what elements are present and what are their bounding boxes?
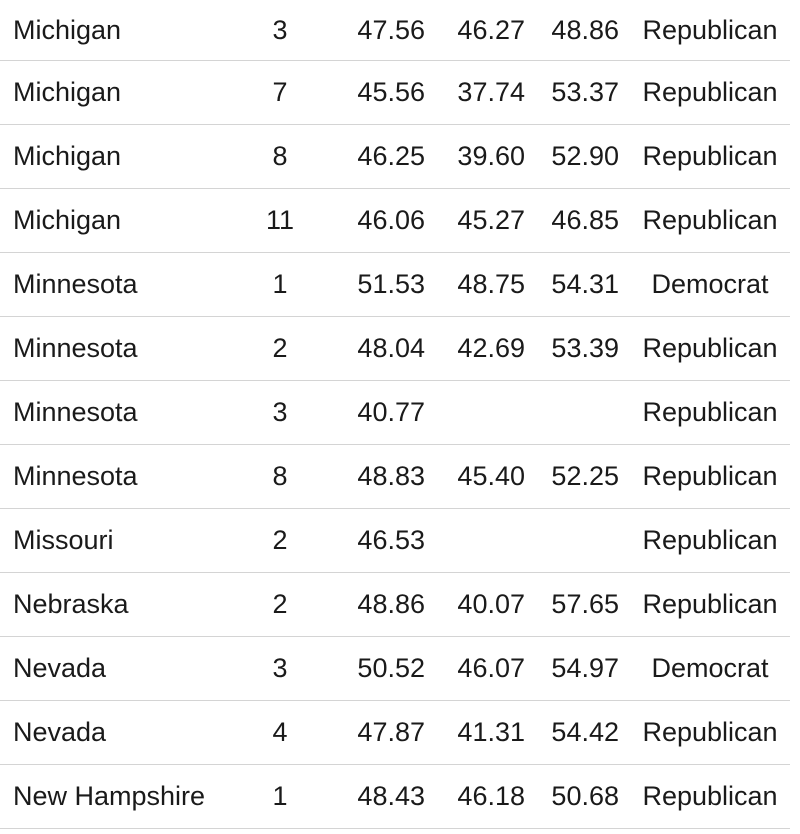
high-cell: 54.42 — [551, 717, 619, 747]
party-cell: Republican — [642, 461, 778, 491]
low-cell — [430, 509, 525, 572]
district-cell: 2 — [272, 333, 288, 363]
mean-cell: 50.52 — [357, 653, 425, 683]
mean-cell: 47.56 — [357, 14, 425, 45]
mean-cell: 48.43 — [357, 781, 425, 811]
district-cell: 11 — [265, 205, 295, 235]
state-cell: Minnesota — [13, 461, 138, 491]
mean-cell: 51.53 — [357, 269, 425, 299]
state-cell: New Hampshire — [13, 781, 206, 811]
table-row: Minnesota 3 40.77 Republican — [0, 381, 790, 445]
low-cell: 37.74 — [457, 77, 525, 107]
low-cell: 46.07 — [457, 653, 525, 683]
state-cell: Nevada — [13, 717, 107, 747]
party-cell: Republican — [642, 525, 778, 555]
high-cell: 53.37 — [551, 77, 619, 107]
district-cell: 1 — [272, 781, 288, 811]
district-cell: 4 — [272, 717, 288, 747]
table-row: Michigan 3 47.56 46.27 48.86 Republican — [0, 0, 790, 61]
party-cell: Democrat — [651, 653, 769, 683]
low-cell: 41.31 — [457, 717, 525, 747]
district-cell: 7 — [272, 77, 288, 107]
table-row: Missouri 2 46.53 Republican — [0, 509, 790, 573]
low-cell: 45.27 — [457, 205, 525, 235]
state-cell: Missouri — [13, 525, 114, 555]
table-row: Michigan 11 46.06 45.27 46.85 Republican — [0, 189, 790, 253]
state-cell: Nebraska — [13, 589, 129, 619]
table-row: Nevada 3 50.52 46.07 54.97 Democrat — [0, 637, 790, 701]
table-row: Minnesota 8 48.83 45.40 52.25 Republican — [0, 445, 790, 509]
party-cell: Republican — [642, 77, 778, 107]
high-cell: 52.90 — [551, 141, 619, 171]
high-cell — [525, 381, 619, 444]
table-row: Michigan 7 45.56 37.74 53.37 Republican — [0, 61, 790, 125]
high-cell — [525, 509, 619, 572]
mean-cell: 47.87 — [357, 717, 425, 747]
district-cell: 2 — [272, 589, 288, 619]
low-cell: 46.18 — [457, 781, 525, 811]
mean-cell: 48.86 — [357, 589, 425, 619]
table-row: Michigan 8 46.25 39.60 52.90 Republican — [0, 125, 790, 189]
state-cell: Minnesota — [13, 397, 138, 427]
party-cell: Republican — [642, 717, 778, 747]
high-cell: 50.68 — [551, 781, 619, 811]
state-cell: Michigan — [13, 205, 122, 235]
low-cell — [430, 381, 525, 444]
low-cell: 46.27 — [457, 14, 525, 45]
district-cell: 2 — [272, 525, 288, 555]
mean-cell: 45.56 — [357, 77, 425, 107]
district-cell: 8 — [272, 141, 288, 171]
low-cell: 39.60 — [457, 141, 525, 171]
district-cell: 3 — [272, 397, 288, 427]
table-row: New Hampshire 1 48.43 46.18 50.68 Republ… — [0, 765, 790, 829]
district-cell: 3 — [272, 14, 288, 45]
low-cell: 45.40 — [457, 461, 525, 491]
table-row: Nevada 4 47.87 41.31 54.42 Republican — [0, 701, 790, 765]
state-cell: Michigan — [13, 77, 122, 107]
party-cell: Republican — [642, 333, 778, 363]
mean-cell: 46.25 — [357, 141, 425, 171]
high-cell: 48.86 — [551, 14, 619, 45]
table-row: Minnesota 2 48.04 42.69 53.39 Republican — [0, 317, 790, 381]
party-cell: Republican — [642, 205, 778, 235]
party-cell: Republican — [642, 397, 778, 427]
state-cell: Minnesota — [13, 269, 138, 299]
high-cell: 57.65 — [551, 589, 619, 619]
high-cell: 52.25 — [551, 461, 619, 491]
party-cell: Democrat — [651, 269, 769, 299]
state-cell: Michigan — [13, 14, 122, 45]
low-cell: 48.75 — [457, 269, 525, 299]
district-cell: 1 — [272, 269, 288, 299]
table-row: Minnesota 1 51.53 48.75 54.31 Democrat — [0, 253, 790, 317]
low-cell: 40.07 — [457, 589, 525, 619]
state-cell: Nevada — [13, 653, 107, 683]
state-cell: Minnesota — [13, 333, 138, 363]
high-cell: 46.85 — [551, 205, 619, 235]
party-cell: Republican — [642, 14, 778, 45]
state-cell: Michigan — [13, 141, 122, 171]
high-cell: 53.39 — [551, 333, 619, 363]
district-cell: 8 — [272, 461, 288, 491]
high-cell: 54.97 — [551, 653, 619, 683]
low-cell: 42.69 — [457, 333, 525, 363]
party-cell: Republican — [642, 589, 778, 619]
mean-cell: 48.04 — [357, 333, 425, 363]
mean-cell: 46.53 — [357, 525, 425, 555]
mean-cell: 46.06 — [357, 205, 425, 235]
mean-cell: 40.77 — [357, 397, 425, 427]
table-row: Nebraska 2 48.86 40.07 57.65 Republican — [0, 573, 790, 637]
district-cell: 3 — [272, 653, 288, 683]
mean-cell: 48.83 — [357, 461, 425, 491]
high-cell: 54.31 — [551, 269, 619, 299]
party-cell: Republican — [642, 781, 778, 811]
party-cell: Republican — [642, 141, 778, 171]
